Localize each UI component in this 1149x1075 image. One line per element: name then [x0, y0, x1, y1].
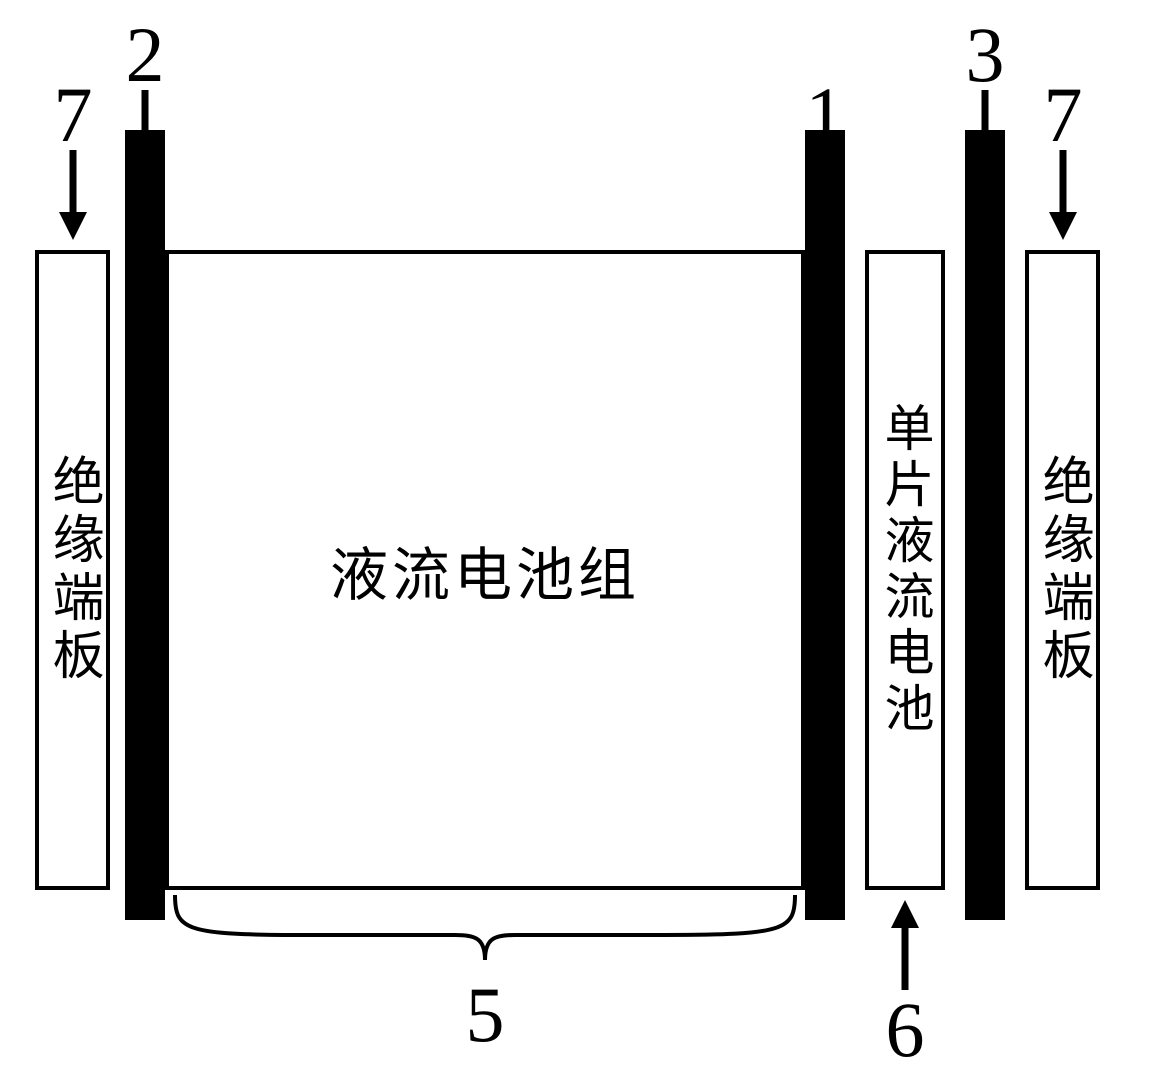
single-flow-cell: 单片液流电池: [865, 250, 945, 890]
callout-num-7-left: 7: [54, 70, 93, 160]
callout-num-3: 3: [966, 10, 1005, 100]
plate-1: [805, 130, 845, 920]
right-endplate: 绝缘端板: [1025, 250, 1100, 890]
right-endplate-label: 绝缘端板: [1034, 454, 1091, 686]
callout-num-6: 6: [886, 985, 925, 1075]
brace-5: [165, 890, 805, 970]
callout-num-1: 1: [806, 70, 845, 160]
plate-2: [125, 130, 165, 920]
plate-3: [965, 130, 1005, 920]
stack-label: 液流电池组: [330, 528, 640, 612]
left-endplate: 绝缘端板: [35, 250, 110, 890]
callout-num-5: 5: [466, 970, 505, 1060]
single-cell-label: 单片液流电池: [878, 402, 933, 738]
diagram-stage: 绝缘端板 液流电池组 单片液流电池 绝缘端板 7 2 1 3 7: [0, 0, 1149, 1064]
callout-num-7-right: 7: [1044, 70, 1083, 160]
callout-num-2: 2: [126, 10, 165, 100]
flow-battery-stack: 液流电池组: [165, 250, 805, 890]
left-endplate-label: 绝缘端板: [44, 454, 101, 686]
